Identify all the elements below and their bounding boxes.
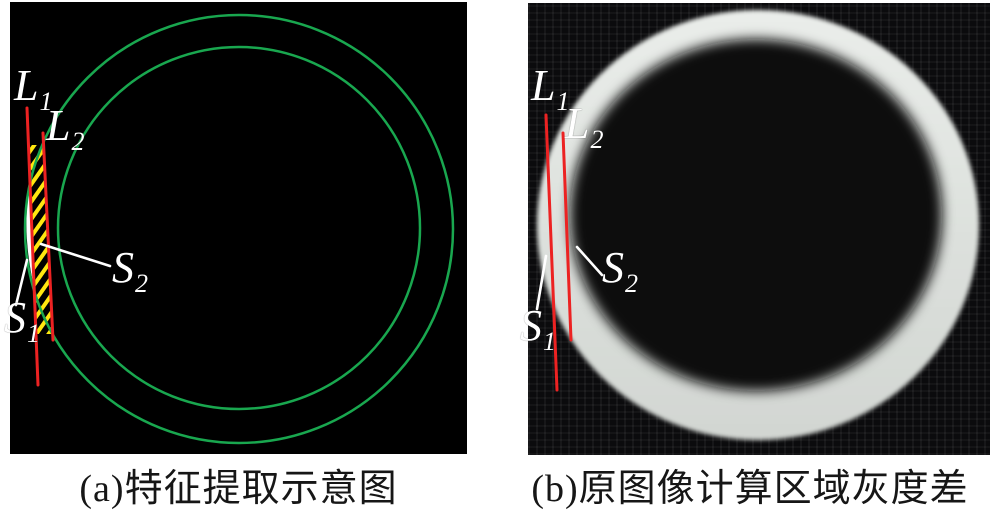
label-a-s2: S2 — [112, 243, 148, 298]
label-a-l2: L2 — [46, 101, 85, 156]
line-l1 — [544, 113, 559, 392]
ring-photo-overlay — [535, 10, 979, 440]
caption-panel-b: (b)原图像计算区域灰度差 — [531, 467, 969, 510]
outer-edge-circle — [23, 13, 455, 445]
inner-edge-circle — [56, 45, 422, 411]
line-l2 — [41, 131, 55, 342]
s2-leader-line — [39, 242, 112, 268]
panel-b-photo — [528, 3, 990, 455]
label-b-s2: S2 — [602, 243, 638, 298]
label-b-l1: L1 — [531, 61, 570, 116]
schematic-drawing — [14, 13, 455, 445]
s2-leader-line — [575, 245, 604, 277]
panel-a-schematic — [10, 2, 467, 454]
label-b-s1: S1 — [520, 301, 556, 356]
line-l2 — [561, 131, 573, 342]
s1-leader-line — [14, 258, 29, 307]
ring-hole — [570, 39, 942, 391]
s1-leader-line — [535, 254, 548, 311]
label-a-l1: L1 — [14, 61, 53, 116]
caption-panel-a: (a)特征提取示意图 — [79, 467, 398, 510]
label-b-l2: L2 — [565, 99, 604, 154]
label-a-s1: S1 — [4, 293, 40, 348]
line-l1 — [25, 106, 40, 387]
